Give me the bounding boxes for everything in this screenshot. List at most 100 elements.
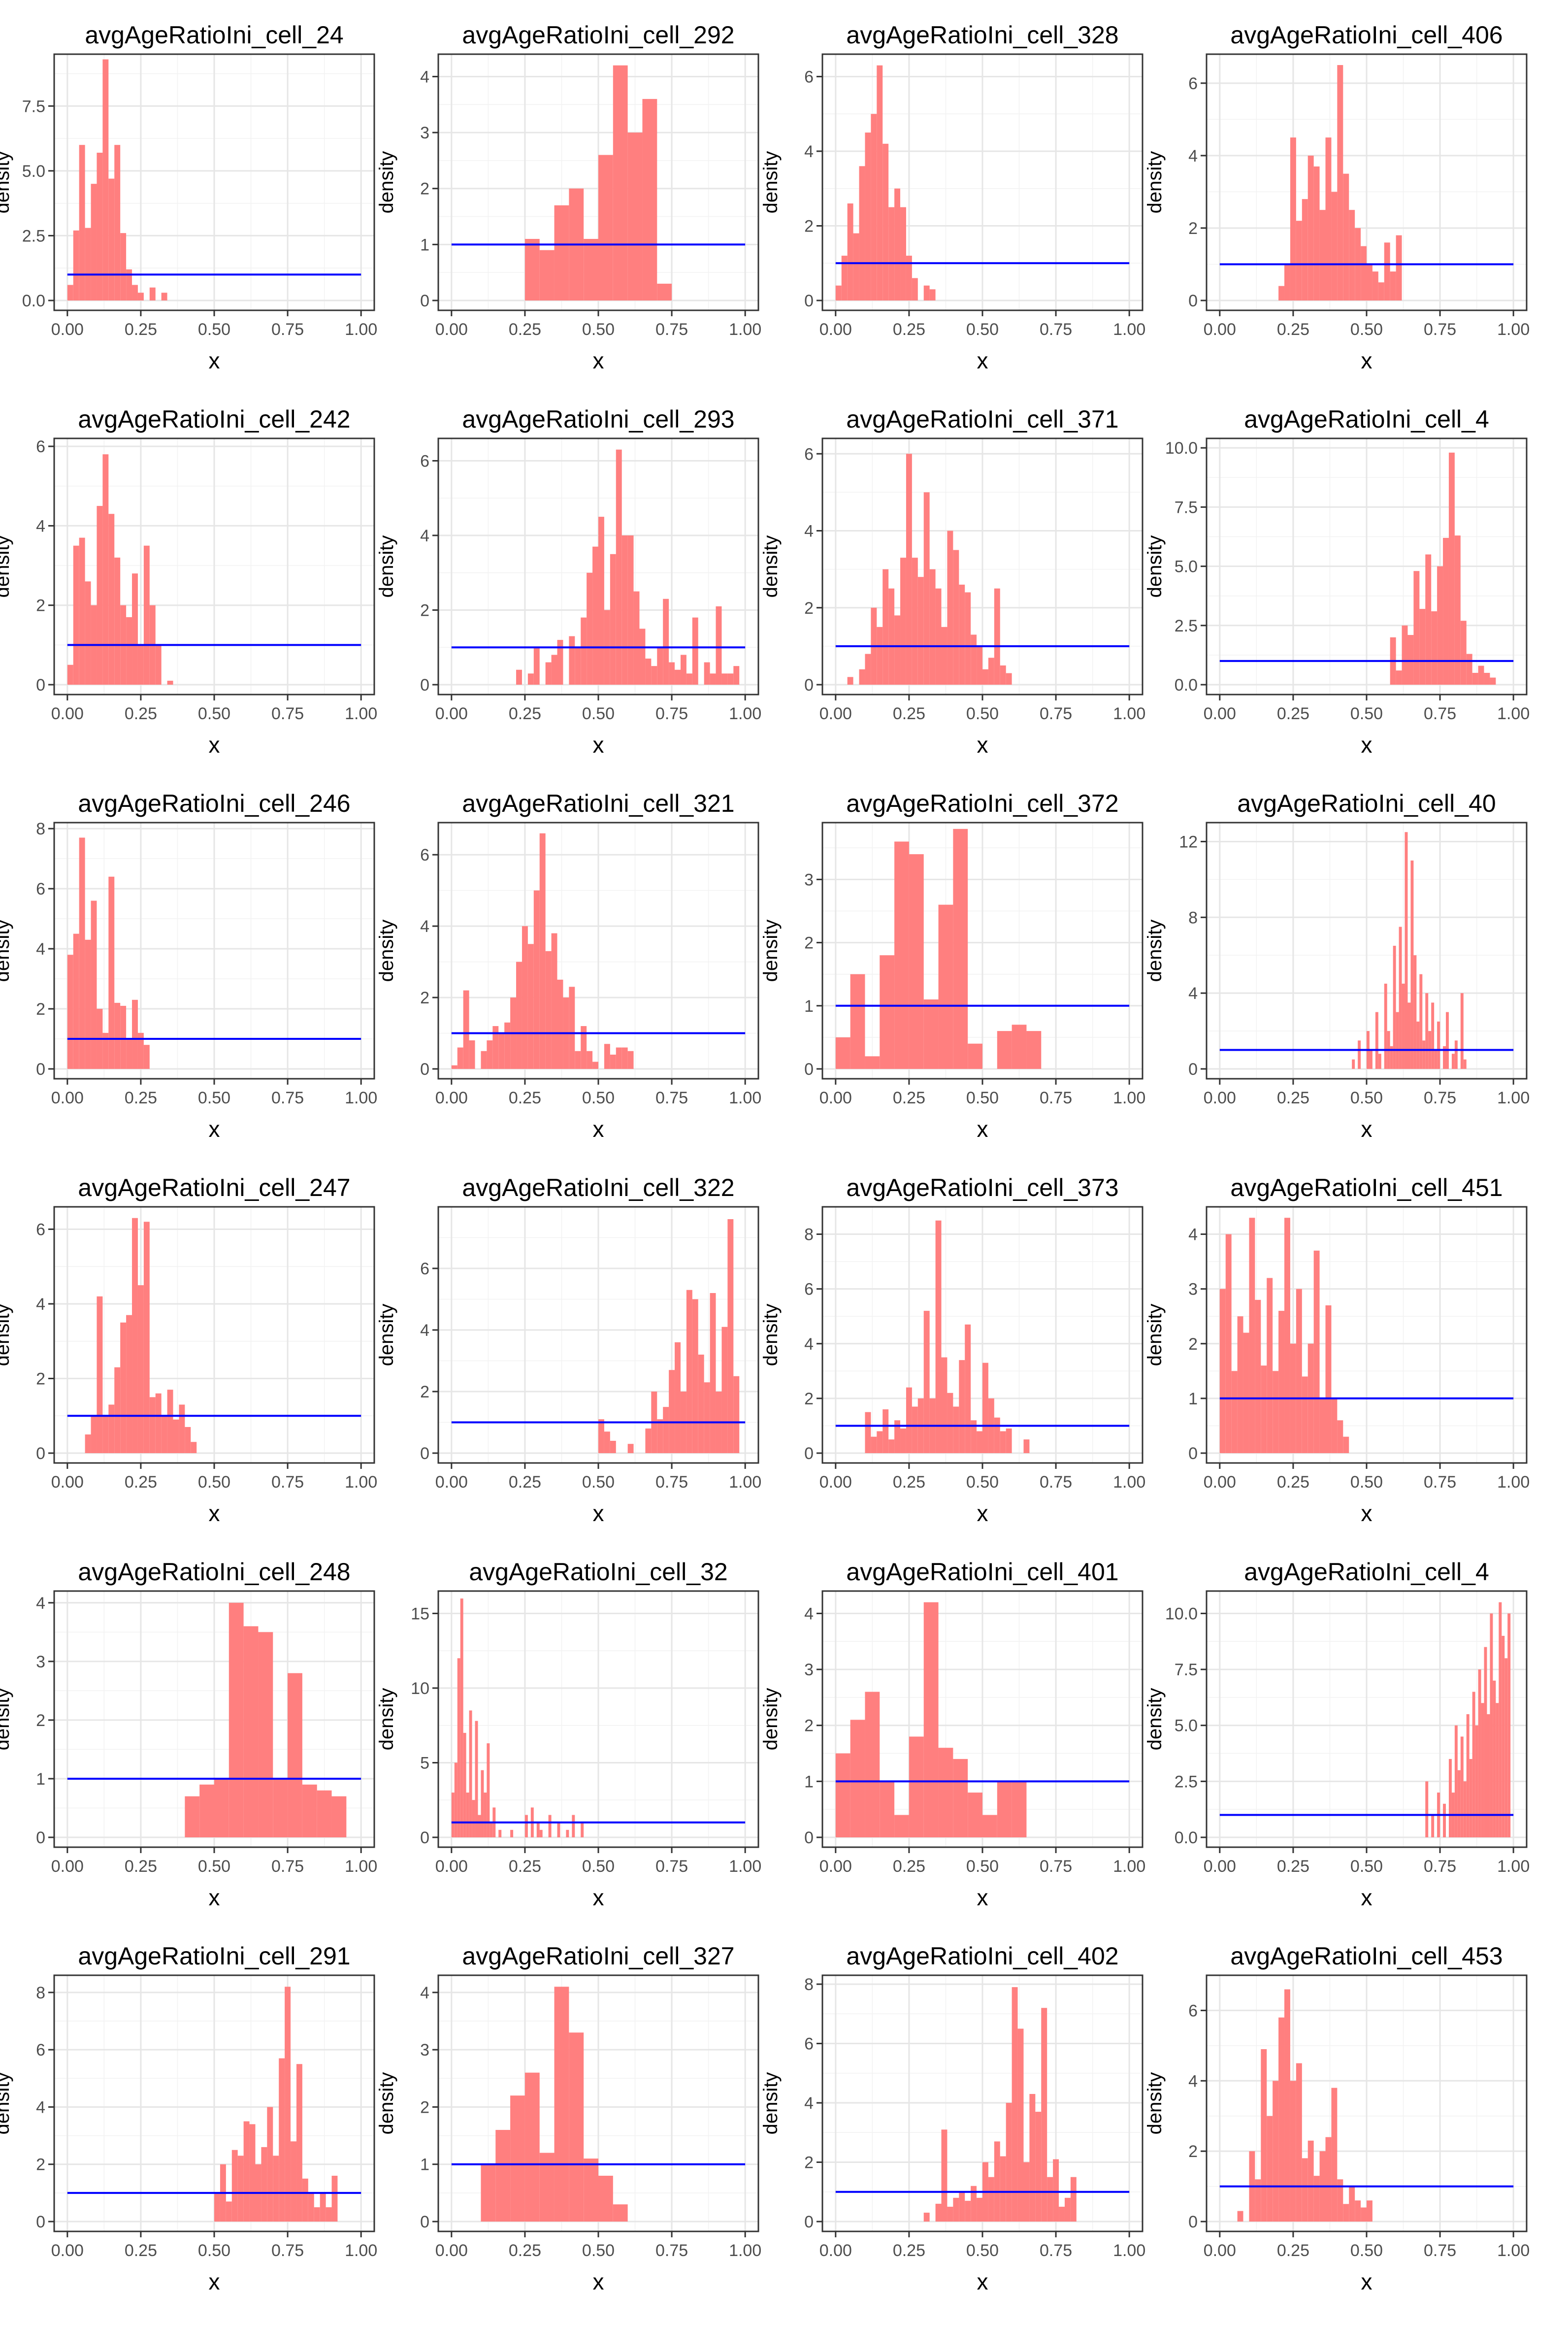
x-tick-label: 0.25 [893,1857,925,1876]
x-tick-label: 0.75 [655,1857,688,1876]
histogram-bar [132,999,138,1069]
x-tick-label: 1.00 [345,320,377,339]
histogram-bar [492,1026,499,1069]
histogram-bar [167,680,173,685]
histogram-bar [894,1815,909,1837]
x-tick-label: 0.00 [819,1473,852,1492]
histogram-bar [982,1815,997,1837]
histogram-bar [894,1420,901,1453]
y-tick-label: 4 [804,1335,814,1354]
histogram-bar [120,1005,127,1069]
facet-title: avgAgeRatioIni_cell_373 [846,1174,1118,1201]
histogram-bar [953,1759,968,1837]
histogram-bar [120,233,127,300]
histogram-bar [484,1793,487,1837]
facet-title: avgAgeRatioIni_cell_248 [78,1558,350,1586]
x-tick-label: 0.25 [893,320,925,339]
histogram-bar [126,269,132,300]
histogram-bar [613,2204,628,2222]
x-tick-label: 0.75 [1424,1473,1456,1492]
histogram-bar [965,592,971,685]
y-axis-title: density [760,2072,782,2135]
histogram-bar [1319,1398,1326,1453]
y-tick-label: 8 [1188,908,1198,927]
facet-title: avgAgeRatioIni_cell_327 [462,1942,734,1970]
histogram-bar [1484,1647,1487,1837]
x-tick-label: 0.50 [582,1857,615,1876]
y-tick-label: 6 [804,2035,814,2054]
histogram-bar [1469,1759,1472,1837]
x-tick-label: 1.00 [1497,1089,1530,1107]
histogram-bar [126,617,132,685]
histogram-bar [610,1055,616,1069]
y-tick-label: 4 [420,917,429,936]
x-tick-label: 0.50 [582,1473,615,1492]
histogram-bar [1460,621,1467,685]
x-tick-label: 0.75 [1424,1857,1456,1876]
histogram-bar [977,646,982,685]
facet-title: avgAgeRatioIni_cell_402 [846,1942,1118,1970]
y-tick-label: 2 [420,180,429,199]
histogram-bar [997,1031,1012,1069]
histogram-bar [938,1748,953,1837]
histogram-bar [557,979,563,1069]
histogram-bar [733,1376,740,1453]
histogram-bar [1478,665,1484,685]
histogram-bar [1367,264,1372,300]
histogram-bar [675,669,681,685]
histogram-bar [894,615,901,685]
x-axis-title: x [593,1116,604,1142]
histogram-bar [923,1602,939,1837]
x-tick-label: 0.00 [51,1089,84,1107]
histogram-bar [108,514,115,685]
x-tick-label: 0.75 [1424,320,1456,339]
y-tick-label: 2.5 [1175,617,1198,635]
y-axis-title: density [1144,535,1166,598]
histogram-bar [1410,860,1414,1069]
x-tick-label: 0.75 [1040,2241,1072,2260]
y-tick-label: 6 [420,452,429,470]
y-axis-title: density [0,535,13,598]
y-tick-label: 2 [36,1369,45,1388]
histogram-bar [472,1800,475,1837]
x-tick-label: 0.00 [51,320,84,339]
y-tick-label: 0 [804,2213,814,2231]
histogram-bar [1070,2177,1077,2222]
histogram-bar [1490,1613,1493,1837]
y-tick-label: 2 [804,599,814,618]
x-tick-label: 0.00 [435,1857,468,1876]
histogram-bar [1478,1669,1481,1837]
facet-panel: 0 5 10 15 0.00 0.25 0.50 0.75 1.00 x density avgAge… [376,1558,761,1910]
histogram-bar [906,1387,912,1453]
x-tick-label: 0.00 [1204,704,1236,723]
y-tick-label: 2 [420,1383,429,1401]
histogram-bar [1472,672,1478,685]
histogram-bar [1064,2197,1071,2222]
y-tick-label: 0 [804,676,814,695]
histogram-bar [1422,1040,1426,1069]
histogram-bar [132,285,138,300]
histogram-bar [1284,1218,1290,1453]
y-tick-label: 1 [1188,1390,1198,1408]
histogram-bar [947,2206,953,2222]
histogram-bar [651,666,657,685]
histogram-bar [273,2156,279,2222]
y-tick-label: 12 [1179,832,1198,851]
histogram-bar [592,546,598,685]
histogram-bar [1472,1692,1475,1837]
histogram-bar [1402,625,1408,685]
x-tick-label: 0.75 [655,2241,688,2260]
facet-panel: 0 1 2 3 4 0.00 0.25 0.50 0.75 1.00 x density avgAgeR… [376,21,761,373]
x-axis-title: x [593,348,604,373]
histogram-bar [613,65,628,300]
histogram-bar [516,669,522,685]
histogram-bar [67,664,73,685]
histogram-bar [199,1784,214,1837]
histogram-bar [1278,2017,1285,2222]
histogram-bar [1460,993,1464,1069]
histogram-bar [1437,1021,1440,1069]
x-tick-label: 0.50 [198,1857,230,1876]
x-tick-label: 0.50 [966,1473,999,1492]
histogram-bar [1369,1050,1372,1069]
